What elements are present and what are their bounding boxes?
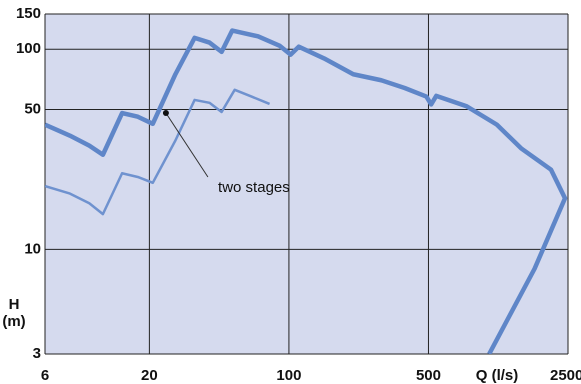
y-tick-label: 50	[24, 100, 41, 117]
y-axis-label: H	[9, 296, 20, 313]
x-axis-label: Q (l/s)	[476, 367, 519, 384]
curve	[45, 88, 271, 216]
x-tick-label: 100	[276, 367, 301, 384]
y-tick-label: 3	[33, 345, 41, 362]
annotation-text: two stages	[218, 179, 290, 196]
annotation-dot	[162, 110, 169, 117]
x-tick-label: 20	[141, 367, 158, 384]
annotation-leader	[165, 112, 209, 178]
plot-area	[45, 14, 568, 354]
x-tick-label: 500	[416, 367, 441, 384]
y-tick-label: 100	[16, 40, 41, 57]
y-tick-label: 10	[24, 240, 41, 257]
x-tick-label: 6	[41, 367, 49, 384]
y-axis-unit: (m)	[2, 313, 25, 330]
curve	[45, 28, 568, 354]
y-tick-label: 150	[16, 5, 41, 22]
x-tick-label: 2500	[550, 367, 581, 384]
